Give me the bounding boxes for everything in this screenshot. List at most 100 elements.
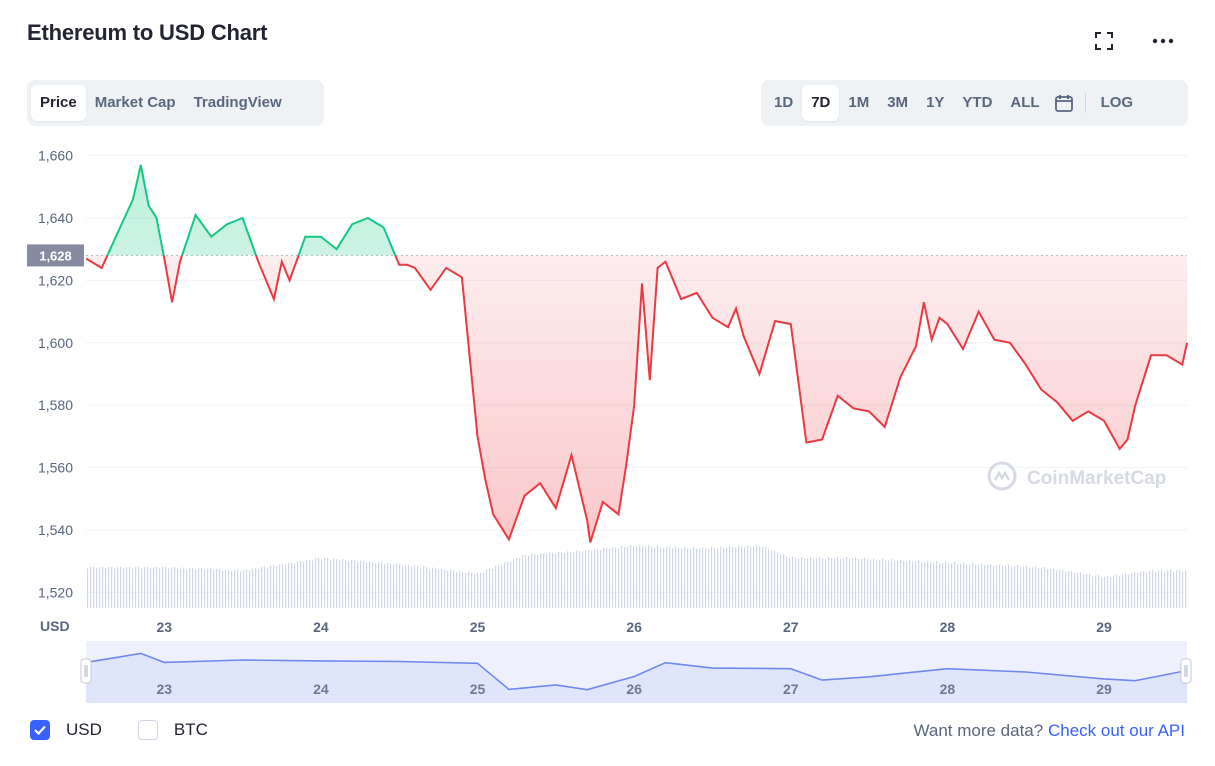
tab-tradingview[interactable]: TradingView bbox=[193, 94, 282, 111]
btc-label: BTC bbox=[173, 720, 208, 739]
volume-bar bbox=[213, 570, 215, 608]
volume-bar bbox=[225, 569, 227, 608]
volume-bar bbox=[981, 563, 983, 608]
volume-bar bbox=[246, 569, 248, 608]
volume-bar bbox=[999, 564, 1001, 608]
more-options-button[interactable] bbox=[1150, 28, 1176, 54]
volume-bar bbox=[531, 553, 533, 608]
volume-bar bbox=[258, 569, 260, 608]
volume-bar bbox=[906, 561, 908, 608]
volume-bar bbox=[552, 553, 554, 608]
fullscreen-button[interactable] bbox=[1091, 28, 1117, 54]
volume-bar bbox=[783, 554, 785, 608]
btc-checkbox[interactable] bbox=[137, 720, 158, 740]
volume-bar bbox=[567, 551, 569, 608]
volume-bar bbox=[315, 558, 317, 608]
volume-bar bbox=[1137, 573, 1139, 608]
watermark-text: CoinMarketCap bbox=[1027, 468, 1166, 489]
volume-bar bbox=[897, 560, 899, 608]
tab-1m[interactable]: 1M bbox=[848, 94, 870, 111]
tab-market-cap[interactable]: Market Cap bbox=[94, 94, 176, 111]
x-tick-label: 28 bbox=[940, 619, 956, 635]
volume-bar bbox=[795, 558, 797, 608]
usd-label: USD bbox=[66, 720, 102, 739]
x-tick-label: 23 bbox=[157, 619, 173, 635]
volume-bar bbox=[810, 557, 812, 608]
volume-bar bbox=[873, 558, 875, 608]
volume-bar bbox=[591, 550, 593, 608]
tab-price[interactable]: Price bbox=[31, 85, 86, 121]
tab-1d[interactable]: 1D bbox=[774, 94, 794, 111]
volume-bar bbox=[825, 558, 827, 608]
volume-bar bbox=[408, 565, 410, 608]
volume-bar bbox=[1128, 574, 1130, 608]
volume-bar bbox=[333, 558, 335, 608]
tab-1y[interactable]: 1Y bbox=[926, 94, 945, 111]
volume-bar bbox=[645, 546, 647, 608]
volume-bar bbox=[135, 567, 137, 608]
volume-bar bbox=[228, 569, 230, 608]
date-range-button[interactable] bbox=[1049, 85, 1079, 121]
volume-bar bbox=[504, 562, 506, 608]
volume-bar bbox=[126, 567, 128, 608]
volume-bar bbox=[1098, 575, 1100, 608]
volume-bar bbox=[630, 545, 632, 608]
x-tick-label: 25 bbox=[470, 619, 486, 635]
volume-bar bbox=[276, 566, 278, 608]
volume-bar bbox=[780, 554, 782, 608]
volume-bars bbox=[87, 544, 1187, 608]
volume-bar bbox=[669, 547, 671, 608]
tab-3m[interactable]: 3M bbox=[887, 94, 909, 111]
volume-bar bbox=[306, 559, 308, 608]
navigator-tick-label: 23 bbox=[157, 681, 173, 697]
volume-bar bbox=[369, 561, 371, 608]
navigator[interactable]: 23 24 25 26 27 28 29 bbox=[80, 641, 1192, 703]
volume-bar bbox=[99, 567, 101, 608]
volume-bar bbox=[654, 547, 656, 608]
volume-bar bbox=[357, 561, 359, 608]
volume-bar bbox=[483, 572, 485, 608]
tab-7d[interactable]: 7D bbox=[802, 85, 840, 121]
volume-bar bbox=[831, 558, 833, 608]
volume-bar bbox=[1125, 573, 1127, 608]
volume-bar bbox=[903, 561, 905, 608]
volume-bar bbox=[711, 547, 713, 608]
volume-bar bbox=[819, 557, 821, 608]
usd-checkbox[interactable] bbox=[30, 720, 50, 740]
volume-bar bbox=[159, 568, 161, 608]
volume-bar bbox=[1086, 574, 1088, 608]
navigator-tick-label: 24 bbox=[313, 681, 329, 697]
volume-bar bbox=[888, 560, 890, 608]
volume-bar bbox=[1065, 571, 1067, 608]
volume-bar bbox=[117, 567, 119, 608]
tab-ytd[interactable]: YTD bbox=[962, 94, 993, 111]
volume-bar bbox=[120, 566, 122, 608]
y-tick-label: 1,660 bbox=[38, 148, 73, 164]
divider bbox=[1084, 93, 1086, 113]
volume-bar bbox=[921, 562, 923, 608]
api-link[interactable]: Check out our API bbox=[1047, 721, 1185, 740]
volume-bar bbox=[663, 547, 665, 608]
volume-bar bbox=[561, 552, 563, 608]
navigator-handle-right[interactable] bbox=[1180, 658, 1192, 684]
volume-bar bbox=[348, 561, 350, 608]
volume-bar bbox=[174, 567, 176, 608]
navigator-tick-label: 26 bbox=[626, 681, 642, 697]
tab-all[interactable]: ALL bbox=[1010, 94, 1040, 111]
y-tick-label: 1,620 bbox=[38, 272, 73, 288]
volume-bar bbox=[822, 558, 824, 608]
volume-bar bbox=[1032, 567, 1034, 608]
volume-bar bbox=[501, 565, 503, 608]
log-scale-toggle[interactable]: LOG bbox=[1100, 94, 1134, 111]
volume-bar bbox=[1170, 569, 1172, 608]
navigator-handle-left[interactable] bbox=[80, 658, 92, 684]
volume-bar bbox=[750, 546, 752, 608]
volume-bar bbox=[1026, 565, 1028, 608]
volume-bar bbox=[1002, 566, 1004, 608]
volume-bar bbox=[354, 560, 356, 608]
volume-bar bbox=[648, 545, 650, 608]
volume-bar bbox=[1005, 565, 1007, 608]
volume-bar bbox=[639, 544, 641, 608]
volume-bar bbox=[867, 559, 869, 608]
volume-bar bbox=[966, 564, 968, 608]
